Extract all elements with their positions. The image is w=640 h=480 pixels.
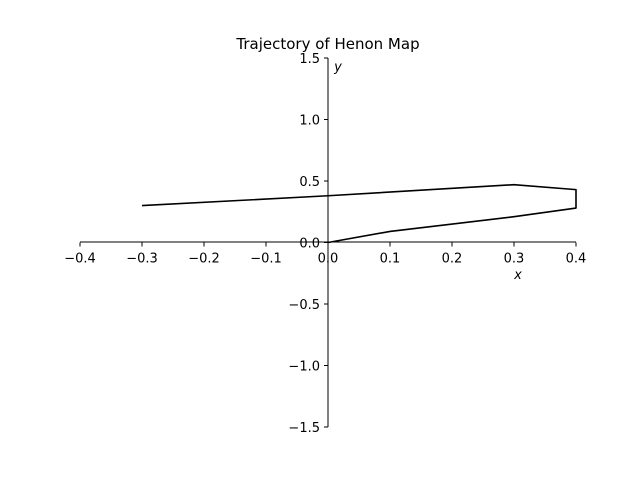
y-axis-label: y: [333, 60, 342, 75]
y-tick-label: 1.5: [299, 52, 320, 67]
x-ticks: −0.4 −0.3 −0.2 −0.1 0.0 0.1 0.2 0.3 0.4: [64, 242, 587, 267]
y-tick-label: 1.0: [299, 114, 320, 129]
y-ticks: −1.5 −1.0 −0.5 0.0 0.5 1.0 1.5: [288, 52, 328, 436]
x-tick-label: −0.2: [188, 252, 220, 267]
x-tick-label: 0.2: [442, 252, 463, 267]
y-tick-label: 0.0: [299, 237, 320, 252]
x-tick-label: −0.3: [126, 252, 158, 267]
y-tick-label: −0.5: [288, 298, 320, 313]
y-tick-label: −1.0: [288, 360, 320, 375]
x-tick-label: −0.1: [250, 252, 282, 267]
series-group: [141, 183, 577, 244]
x-tick-label: 0.1: [380, 252, 401, 267]
x-axis-label: x: [513, 268, 522, 283]
x-tick-label: 0.4: [566, 252, 587, 267]
x-tick-label: 0.0: [318, 252, 339, 267]
x-tick-label: −0.4: [64, 252, 96, 267]
y-tick-label: −1.5: [288, 421, 320, 436]
y-tick-label: 0.5: [299, 175, 320, 190]
trajectory-line-0: [141, 183, 577, 244]
chart-title: Trajectory of Henon Map: [235, 35, 419, 53]
x-tick-label: 0.3: [504, 252, 525, 267]
